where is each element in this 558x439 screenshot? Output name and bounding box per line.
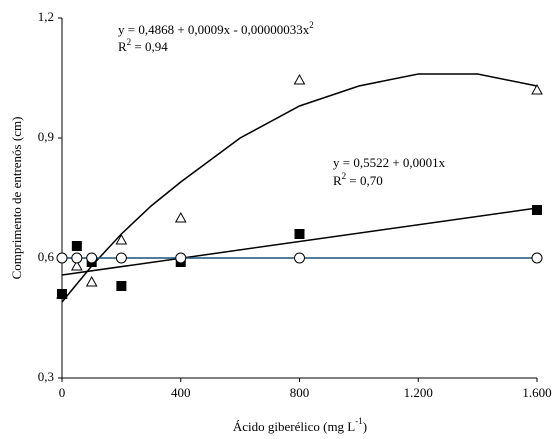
r-squared: R2 = 0,94 xyxy=(118,37,168,54)
point xyxy=(57,289,67,299)
y-tick-label: 1,2 xyxy=(38,9,54,24)
equation-sup: 2 xyxy=(309,20,314,30)
point xyxy=(86,252,98,264)
y-tick-label: 0,3 xyxy=(38,369,54,384)
x-label-sup: -1 xyxy=(355,416,363,426)
point xyxy=(116,281,127,291)
point xyxy=(531,83,543,95)
x-tick-label: 1.600 xyxy=(522,385,551,400)
point xyxy=(115,233,128,245)
point xyxy=(294,229,305,239)
x-axis-label: Ácido giberélico (mg L-1) xyxy=(233,416,367,434)
r2-sup: 2 xyxy=(127,37,132,47)
x-label-end: ) xyxy=(363,419,367,434)
point xyxy=(71,252,83,264)
r2-value: = 0,70 xyxy=(346,173,383,188)
trend-line xyxy=(61,73,538,303)
r-squared: R2 = 0,70 xyxy=(333,171,383,188)
point xyxy=(293,73,306,85)
r2-prefix: R xyxy=(118,39,127,54)
r2-prefix: R xyxy=(333,173,342,188)
x-tick-label: 0 xyxy=(59,385,66,400)
point xyxy=(115,252,127,264)
point xyxy=(175,252,187,264)
point xyxy=(174,211,187,223)
y-tick-label: 0,6 xyxy=(38,249,55,264)
point xyxy=(71,241,82,251)
x-tick-label: 800 xyxy=(290,385,310,400)
r2-sup: 2 xyxy=(342,171,347,181)
r2-value: = 0,94 xyxy=(131,39,168,54)
equation: y = 0,4868 + 0,0009x - 0,00000033x2 xyxy=(118,20,314,37)
equation: y = 0,5522 + 0,0001x xyxy=(333,155,446,170)
point xyxy=(532,205,542,215)
point xyxy=(294,252,305,264)
point xyxy=(85,275,98,287)
point xyxy=(531,252,543,264)
equation-text: y = 0,4868 + 0,0009x - 0,00000033x xyxy=(118,22,310,37)
point xyxy=(56,252,68,264)
point xyxy=(70,259,83,271)
trend-line xyxy=(61,207,538,276)
y-axis-label: Comprimento de entrenós (cm) xyxy=(9,117,24,280)
y-tick-label: 0,9 xyxy=(38,129,54,144)
x-label-text: Ácido giberélico (mg L xyxy=(233,419,355,434)
x-tick-label: 400 xyxy=(171,385,191,400)
x-tick-label: 1.200 xyxy=(404,385,433,400)
